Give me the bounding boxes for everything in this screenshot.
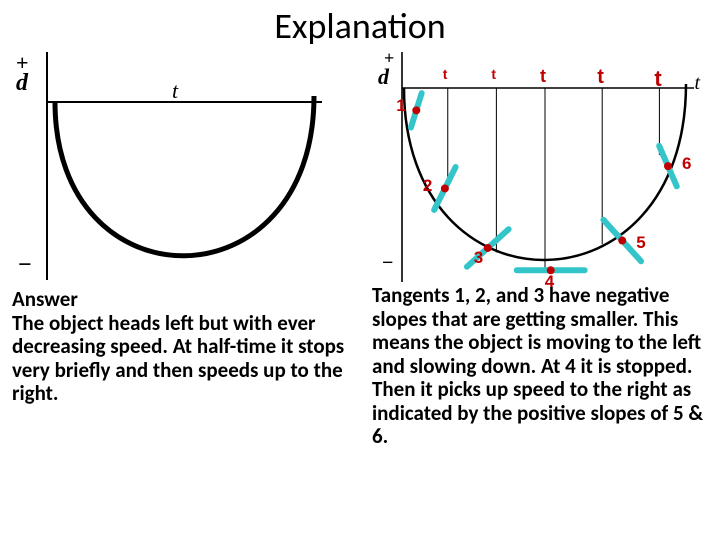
explanation-text: Tangents 1, 2, and 3 have negative slope… [372,284,708,449]
point-label-3: 3 [474,248,483,268]
minus-label-r: − [382,252,393,275]
d-label: d [16,70,28,97]
right-chart-svg [372,48,702,288]
t-tick-5: t [654,66,661,92]
t-axis-label-r: t [694,72,700,95]
t-tick-4: t [597,66,604,89]
minus-label: − [18,252,32,279]
t-tick-3: t [540,66,546,87]
d-label-r: d [378,64,389,90]
point-label-4: 4 [545,272,554,292]
page-title: Explanation [0,0,720,48]
point-label-6: 6 [682,154,691,174]
content-row: + d t − AnswerThe object heads left but … [0,48,720,449]
point-label-5: 5 [636,233,645,253]
answer-text: AnswerThe object heads left but with eve… [12,288,348,406]
left-column: + d t − AnswerThe object heads left but … [0,48,360,449]
right-column: + d t − ttttt123456 Tangents 1, 2, and 3… [360,48,720,449]
t-tick-1: t [443,66,448,82]
point-label-2: 2 [423,176,432,196]
point-label-1: 1 [396,96,405,116]
t-tick-2: t [491,66,496,82]
left-chart: + d t − [12,48,332,288]
right-chart: + d t − ttttt123456 [372,48,702,288]
t-label: t [172,78,178,104]
